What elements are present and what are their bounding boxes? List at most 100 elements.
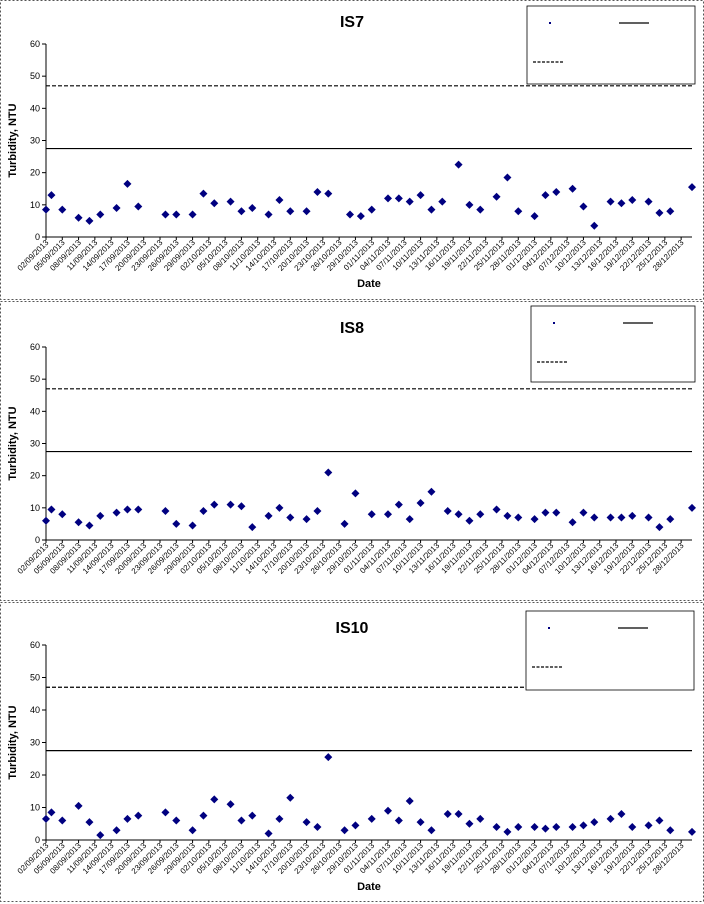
y-tick-label: 50 [30, 71, 40, 81]
legend-box [525, 610, 695, 691]
data-point [503, 173, 512, 182]
y-tick-label: 30 [30, 136, 40, 146]
data-point [275, 503, 284, 512]
data-point [237, 502, 246, 511]
data-point [476, 205, 485, 214]
data-point [134, 505, 143, 514]
data-point [123, 179, 132, 188]
data-point [644, 821, 653, 830]
data-point [405, 797, 414, 805]
data-point [503, 827, 512, 836]
data-point [503, 511, 512, 520]
data-point [47, 808, 56, 817]
data-point [384, 510, 392, 519]
data-point [628, 511, 637, 520]
data-point [514, 513, 523, 522]
data-point [688, 503, 696, 512]
data-point [85, 521, 94, 530]
chart-title: IS10 [336, 620, 369, 637]
data-point [112, 508, 121, 517]
data-point [465, 516, 474, 525]
data-point [346, 210, 354, 219]
y-tick-label: 0 [35, 835, 40, 845]
data-point [264, 829, 273, 838]
data-point [541, 824, 550, 833]
data-point [590, 818, 599, 827]
y-axis-label: Turbidity, NTU [7, 705, 19, 779]
data-point [96, 511, 105, 520]
data-point [172, 210, 181, 219]
legend-box [526, 5, 696, 85]
data-point [264, 210, 273, 219]
data-point [394, 194, 403, 203]
data-point [492, 505, 501, 514]
y-tick-label: 40 [30, 103, 40, 113]
data-point [42, 516, 50, 525]
data-point [465, 819, 474, 828]
data-point [324, 468, 333, 477]
y-tick-label: 10 [30, 803, 40, 813]
data-point [112, 204, 121, 213]
data-point [248, 811, 257, 820]
data-point [226, 500, 235, 509]
data-point [134, 202, 143, 211]
data-point [351, 821, 360, 830]
data-point [58, 816, 67, 825]
data-point [476, 510, 485, 519]
data-point [454, 160, 463, 169]
data-point [465, 200, 474, 209]
data-point [384, 194, 392, 203]
x-axis-label: Date [357, 278, 381, 290]
y-tick-label: 20 [30, 168, 40, 178]
data-point [541, 191, 550, 200]
data-point [324, 753, 333, 762]
data-point [237, 207, 246, 216]
data-point [188, 210, 197, 219]
data-point [367, 510, 376, 519]
data-point [541, 508, 550, 517]
data-point [590, 513, 599, 522]
data-point [416, 818, 425, 827]
data-point [172, 816, 181, 825]
y-tick-label: 0 [35, 535, 40, 545]
y-tick-label: 60 [30, 342, 40, 352]
y-axis-label: Turbidity, NTU [7, 103, 19, 177]
data-point [47, 191, 56, 200]
data-point [427, 205, 436, 214]
data-point [58, 205, 67, 214]
data-point [356, 212, 365, 221]
data-point [286, 793, 295, 802]
data-point [514, 823, 523, 831]
data-point [199, 811, 208, 820]
data-point [340, 826, 349, 835]
data-point [210, 500, 219, 509]
data-point [161, 507, 170, 516]
data-point [42, 205, 50, 214]
data-point [666, 826, 675, 835]
data-point [617, 199, 626, 208]
data-point [286, 207, 295, 216]
data-point [568, 184, 577, 193]
data-point [530, 515, 539, 524]
data-point [644, 513, 653, 522]
data-point [688, 827, 696, 836]
data-point [172, 519, 181, 528]
legend-marker [548, 627, 550, 629]
data-point [302, 818, 311, 827]
data-point [666, 515, 675, 524]
data-point [248, 523, 257, 532]
y-tick-label: 20 [30, 471, 40, 481]
data-point [313, 187, 322, 196]
data-point [606, 814, 615, 823]
data-point [226, 197, 235, 206]
data-point [394, 500, 403, 509]
data-point [226, 800, 235, 809]
data-point [552, 823, 561, 831]
data-point [530, 823, 539, 831]
data-point [568, 518, 577, 527]
y-tick-label: 40 [30, 705, 40, 715]
data-point [427, 826, 436, 835]
